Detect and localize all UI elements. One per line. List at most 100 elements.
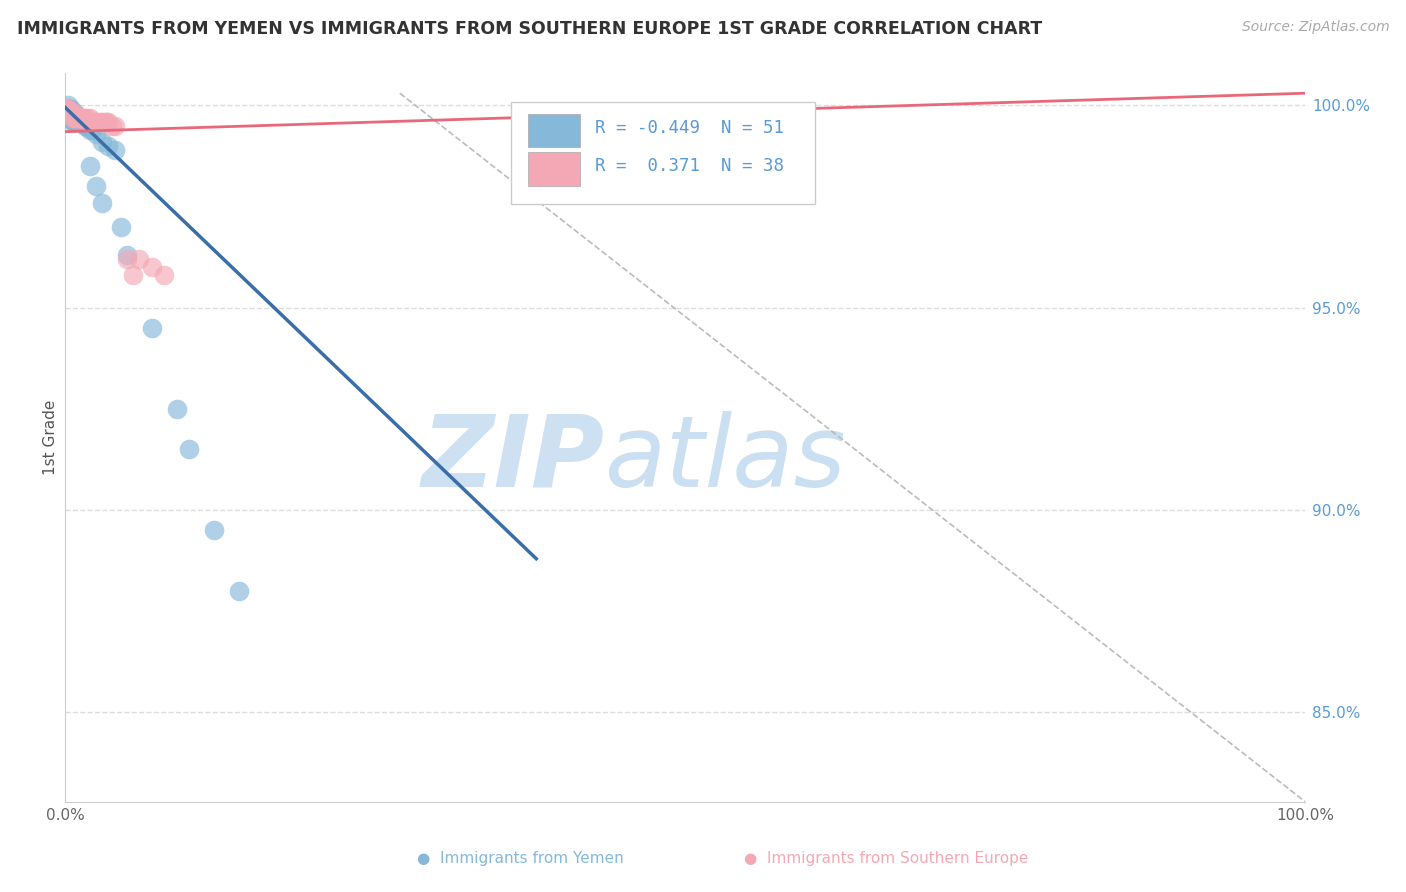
Point	[59, 111, 82, 125]
Point	[69, 111, 91, 125]
Point	[58, 103, 80, 117]
Point	[62, 114, 84, 128]
Text: R = -0.449  N = 51: R = -0.449 N = 51	[595, 119, 783, 136]
Point	[122, 268, 145, 283]
Point	[56, 98, 79, 112]
Point	[104, 143, 127, 157]
Text: Source: ZipAtlas.com: Source: ZipAtlas.com	[1241, 20, 1389, 34]
Point	[73, 111, 96, 125]
Point	[62, 114, 84, 128]
Point	[141, 321, 163, 335]
Point	[58, 106, 80, 120]
Point	[91, 195, 114, 210]
Text: R =  0.371  N = 38: R = 0.371 N = 38	[595, 157, 783, 175]
Point	[101, 119, 124, 133]
Point	[75, 119, 97, 133]
Point	[94, 114, 117, 128]
FancyBboxPatch shape	[527, 114, 579, 147]
Point	[60, 106, 83, 120]
Point	[56, 103, 79, 117]
Point	[115, 248, 138, 262]
Point	[70, 114, 93, 128]
Point	[59, 103, 82, 117]
Point	[60, 103, 83, 117]
Point	[79, 111, 101, 125]
Point	[59, 106, 82, 120]
Point	[128, 252, 150, 267]
Point	[63, 106, 86, 120]
Point	[65, 114, 87, 128]
Point	[79, 159, 101, 173]
Point	[115, 252, 138, 267]
Point	[76, 114, 98, 128]
Point	[104, 119, 127, 133]
Point	[66, 111, 89, 125]
Point	[62, 111, 84, 125]
Point	[56, 103, 79, 117]
Point	[60, 111, 83, 125]
FancyBboxPatch shape	[527, 153, 579, 186]
Text: atlas: atlas	[605, 410, 846, 508]
Point	[66, 114, 89, 128]
Point	[55, 103, 77, 117]
Point	[84, 179, 107, 194]
Point	[62, 106, 84, 120]
Point	[89, 114, 111, 128]
Point	[55, 103, 77, 117]
Point	[84, 114, 107, 128]
Point	[91, 135, 114, 149]
Point	[72, 114, 94, 128]
Point	[63, 114, 86, 128]
Point	[62, 111, 84, 125]
Point	[76, 119, 98, 133]
Point	[84, 127, 107, 141]
Point	[58, 106, 80, 120]
Point	[63, 111, 86, 125]
Point	[73, 114, 96, 128]
Point	[84, 114, 107, 128]
Point	[66, 111, 89, 125]
Point	[60, 106, 83, 120]
Point	[63, 111, 86, 125]
Point	[58, 106, 80, 120]
Point	[166, 401, 188, 416]
Point	[82, 122, 104, 136]
Text: ZIP: ZIP	[422, 410, 605, 508]
Text: ●  Immigrants from Yemen: ● Immigrants from Yemen	[416, 851, 624, 865]
Point	[202, 524, 225, 538]
Point	[73, 111, 96, 125]
Point	[110, 219, 132, 234]
Point	[65, 111, 87, 125]
Point	[82, 114, 104, 128]
Point	[76, 111, 98, 125]
Point	[79, 122, 101, 136]
Point	[66, 111, 89, 125]
Point	[67, 111, 90, 125]
Point	[69, 114, 91, 128]
Point	[62, 106, 84, 120]
Point	[72, 111, 94, 125]
Point	[91, 114, 114, 128]
Point	[58, 111, 80, 125]
Point	[62, 106, 84, 120]
Point	[59, 106, 82, 120]
Point	[153, 268, 176, 283]
Point	[65, 111, 87, 125]
Point	[228, 584, 250, 599]
Point	[141, 260, 163, 275]
Point	[97, 114, 120, 128]
Point	[73, 119, 96, 133]
Point	[59, 106, 82, 120]
FancyBboxPatch shape	[512, 102, 815, 204]
Point	[97, 138, 120, 153]
Point	[56, 103, 79, 117]
Point	[62, 111, 84, 125]
Point	[69, 111, 91, 125]
Point	[62, 106, 84, 120]
Text: IMMIGRANTS FROM YEMEN VS IMMIGRANTS FROM SOUTHERN EUROPE 1ST GRADE CORRELATION C: IMMIGRANTS FROM YEMEN VS IMMIGRANTS FROM…	[17, 20, 1042, 37]
Point	[63, 111, 86, 125]
Point	[177, 442, 200, 457]
Text: ●  Immigrants from Southern Europe: ● Immigrants from Southern Europe	[744, 851, 1028, 865]
Point	[70, 111, 93, 125]
Y-axis label: 1st Grade: 1st Grade	[44, 400, 58, 475]
